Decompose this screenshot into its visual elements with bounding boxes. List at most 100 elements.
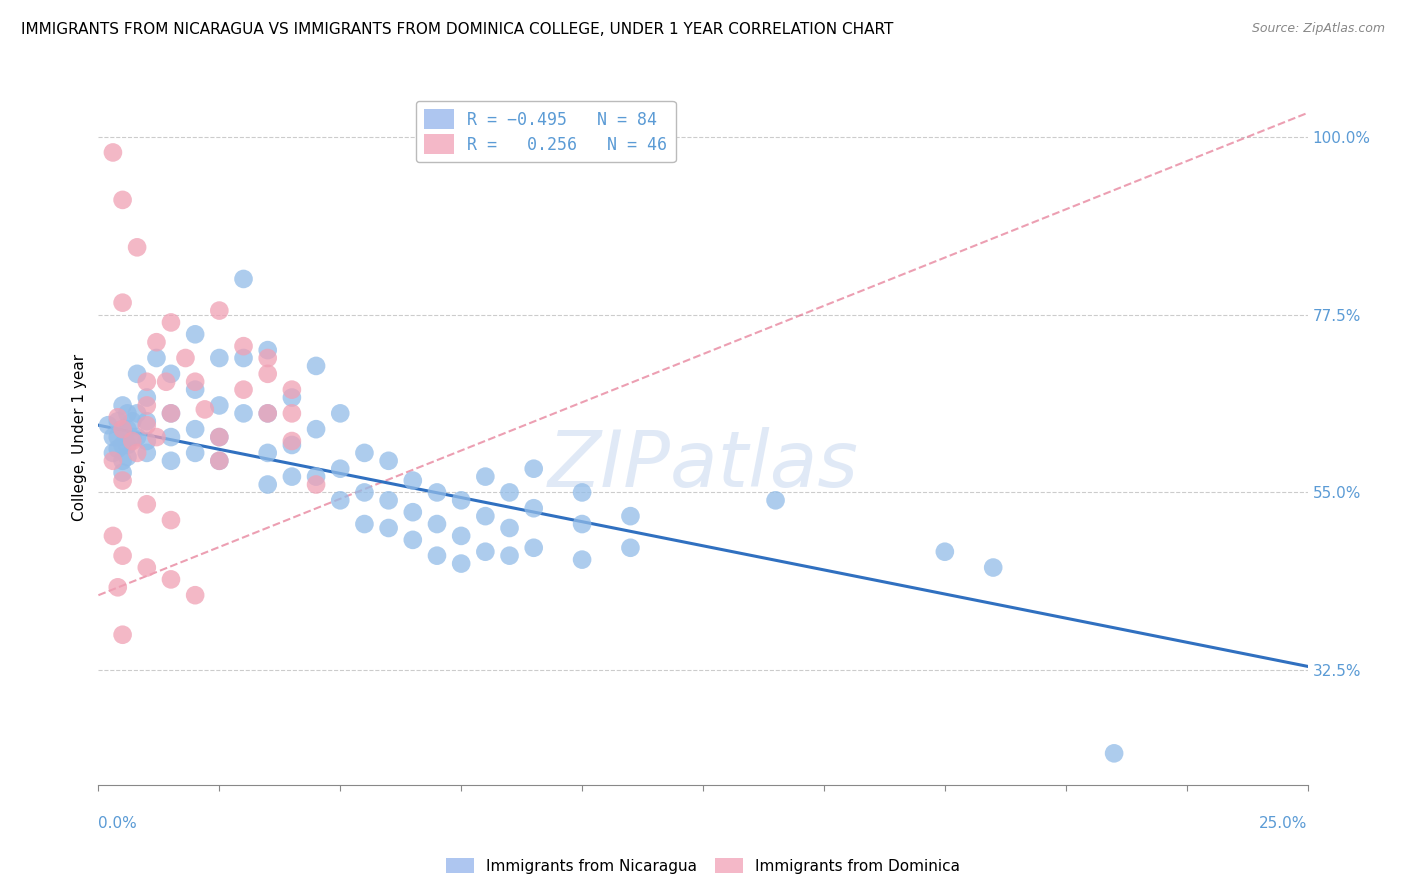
Point	[353, 446, 375, 460]
Text: ZIPatlas: ZIPatlas	[547, 427, 859, 503]
Point	[135, 399, 157, 413]
Point	[208, 303, 231, 318]
Point	[160, 513, 183, 527]
Point	[111, 628, 134, 642]
Point	[232, 406, 254, 420]
Point	[450, 529, 472, 543]
Point	[160, 406, 183, 420]
Point	[184, 446, 207, 460]
Point	[474, 545, 496, 559]
Point	[174, 351, 197, 365]
Point	[135, 375, 157, 389]
Point	[256, 367, 278, 381]
Point	[208, 454, 231, 468]
Point	[498, 549, 520, 563]
Point	[101, 529, 124, 543]
Point	[256, 406, 278, 420]
Point	[155, 375, 177, 389]
Point	[765, 493, 787, 508]
Point	[127, 406, 149, 420]
Point	[117, 438, 139, 452]
Point	[208, 454, 231, 468]
Point	[101, 454, 124, 468]
Point	[127, 446, 149, 460]
Point	[101, 446, 124, 460]
Point	[353, 485, 375, 500]
Point	[305, 359, 328, 373]
Point	[981, 560, 1004, 574]
Point	[281, 434, 304, 448]
Point	[145, 335, 167, 350]
Point	[107, 580, 129, 594]
Point	[145, 430, 167, 444]
Point	[107, 414, 129, 428]
Point	[329, 461, 352, 475]
Point	[135, 414, 157, 428]
Y-axis label: College, Under 1 year: College, Under 1 year	[72, 353, 87, 521]
Point	[619, 509, 641, 524]
Point	[498, 521, 520, 535]
Point	[377, 454, 399, 468]
Point	[329, 493, 352, 508]
Point	[135, 434, 157, 448]
Point	[402, 474, 425, 488]
Point	[305, 422, 328, 436]
Point	[281, 406, 304, 420]
Point	[121, 414, 143, 428]
Point	[160, 315, 183, 329]
Legend: R = −0.495   N = 84, R =   0.256   N = 46: R = −0.495 N = 84, R = 0.256 N = 46	[416, 101, 676, 162]
Point	[523, 501, 546, 516]
Point	[426, 516, 449, 531]
Point	[111, 466, 134, 480]
Point	[232, 383, 254, 397]
Point	[111, 193, 134, 207]
Point	[281, 391, 304, 405]
Point	[127, 430, 149, 444]
Point	[184, 588, 207, 602]
Point	[208, 430, 231, 444]
Point	[232, 351, 254, 365]
Point	[145, 351, 167, 365]
Point	[127, 367, 149, 381]
Point	[256, 351, 278, 365]
Point	[232, 272, 254, 286]
Point	[127, 240, 149, 254]
Point	[135, 497, 157, 511]
Point	[107, 442, 129, 456]
Point	[111, 422, 134, 436]
Point	[117, 450, 139, 464]
Point	[111, 422, 134, 436]
Point	[107, 410, 129, 425]
Point	[111, 454, 134, 468]
Point	[117, 406, 139, 420]
Point	[281, 383, 304, 397]
Point	[450, 557, 472, 571]
Legend: Immigrants from Nicaragua, Immigrants from Dominica: Immigrants from Nicaragua, Immigrants fr…	[440, 852, 966, 880]
Point	[184, 383, 207, 397]
Point	[111, 295, 134, 310]
Point	[377, 521, 399, 535]
Point	[160, 454, 183, 468]
Point	[111, 438, 134, 452]
Point	[160, 367, 183, 381]
Point	[377, 493, 399, 508]
Point	[256, 477, 278, 491]
Point	[1102, 747, 1125, 761]
Point	[184, 327, 207, 342]
Point	[160, 406, 183, 420]
Point	[402, 533, 425, 547]
Point	[184, 375, 207, 389]
Point	[111, 549, 134, 563]
Point	[135, 560, 157, 574]
Point	[208, 430, 231, 444]
Point	[135, 446, 157, 460]
Point	[523, 541, 546, 555]
Text: Source: ZipAtlas.com: Source: ZipAtlas.com	[1251, 22, 1385, 36]
Point	[135, 418, 157, 433]
Text: 0.0%: 0.0%	[98, 816, 138, 831]
Point	[402, 505, 425, 519]
Point	[184, 422, 207, 436]
Point	[121, 430, 143, 444]
Point	[208, 351, 231, 365]
Point	[256, 446, 278, 460]
